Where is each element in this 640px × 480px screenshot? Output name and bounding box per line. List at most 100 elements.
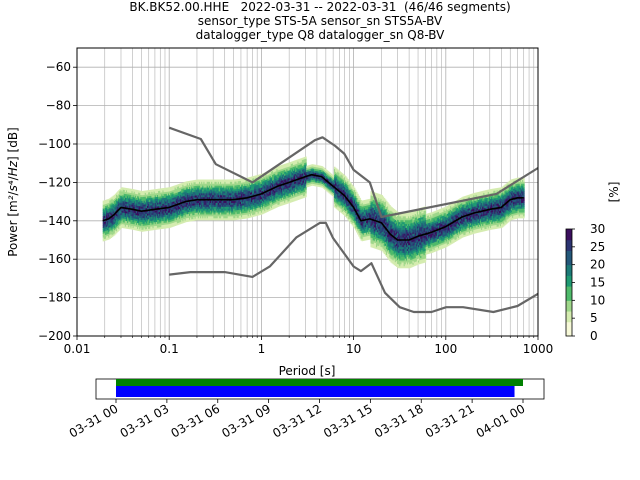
- density-cell: [189, 194, 191, 197]
- density-cell: [234, 196, 236, 200]
- density-cell: [165, 226, 168, 229]
- density-cell: [329, 174, 332, 177]
- density-cell: [136, 207, 139, 210]
- density-cell: [139, 192, 141, 195]
- density-cell: [333, 197, 336, 200]
- density-cell: [222, 202, 224, 205]
- density-cell: [357, 222, 359, 225]
- density-cell: [156, 221, 159, 224]
- density-cell: [289, 175, 292, 178]
- density-cell: [190, 207, 192, 210]
- density-cell: [171, 196, 173, 199]
- density-cell: [120, 226, 122, 229]
- density-cell: [244, 208, 246, 212]
- density-cell: [134, 191, 137, 194]
- density-cell: [311, 171, 314, 175]
- density-cell: [107, 220, 109, 223]
- density-cell: [139, 225, 141, 228]
- density-cell: [343, 201, 346, 205]
- density-cell: [203, 214, 205, 217]
- density-cell: [153, 200, 156, 204]
- density-cell: [247, 200, 250, 203]
- density-cell: [143, 200, 146, 203]
- density-cell: [146, 219, 149, 222]
- density-cell: [222, 216, 224, 219]
- density-cell: [268, 201, 271, 204]
- density-cell: [151, 199, 153, 202]
- density-cell: [299, 173, 302, 177]
- density-cell: [176, 196, 179, 199]
- density-cell: [295, 192, 297, 196]
- density-cell: [265, 193, 267, 196]
- density-cell: [346, 181, 348, 184]
- density-cell: [331, 189, 334, 193]
- density-cell: [337, 200, 339, 203]
- density-cell: [352, 195, 355, 199]
- density-cell: [161, 224, 163, 228]
- density-cell: [372, 207, 375, 210]
- density-cell: [140, 194, 142, 197]
- density-cell: [152, 193, 154, 196]
- density-cell: [187, 202, 190, 205]
- density-cell: [214, 181, 216, 184]
- density-cell: [133, 220, 136, 223]
- density-cell: [225, 181, 228, 184]
- density-cell: [106, 222, 108, 225]
- density-cell: [288, 191, 291, 194]
- density-cell: [159, 213, 161, 216]
- density-cell: [183, 191, 185, 195]
- density-cell: [238, 205, 241, 208]
- density-cell: [155, 225, 158, 228]
- density-cell: [152, 191, 154, 194]
- density-cell: [210, 192, 212, 196]
- density-cell: [191, 207, 193, 210]
- density-cell: [104, 205, 107, 208]
- density-cell: [228, 179, 231, 182]
- density-cell: [197, 191, 200, 194]
- density-cell: [210, 210, 212, 213]
- density-cell: [260, 200, 263, 204]
- density-cell: [329, 178, 332, 181]
- density-cell: [346, 194, 348, 198]
- density-cell: [136, 197, 139, 201]
- density-cell: [328, 187, 330, 190]
- density-cell: [191, 184, 193, 187]
- density-cell: [153, 193, 156, 196]
- density-cell: [163, 224, 166, 227]
- density-cell: [348, 191, 350, 195]
- density-cell: [353, 189, 356, 192]
- density-cell: [358, 232, 360, 235]
- density-cell: [239, 195, 242, 199]
- density-cell: [172, 214, 174, 218]
- density-cell: [174, 223, 177, 226]
- density-cell: [340, 199, 343, 202]
- density-cell: [241, 178, 243, 181]
- density-cell: [135, 205, 138, 208]
- density-cell: [203, 196, 205, 200]
- density-cell: [269, 204, 272, 207]
- density-cell: [206, 181, 209, 184]
- density-cell: [149, 220, 151, 223]
- density-cell: [131, 204, 133, 207]
- density-cell: [373, 211, 376, 214]
- density-cell: [333, 203, 336, 206]
- density-cell: [223, 194, 225, 198]
- density-cell: [186, 204, 189, 207]
- density-cell: [193, 203, 195, 206]
- density-cell: [247, 187, 250, 190]
- density-cell: [350, 190, 353, 194]
- density-cell: [228, 183, 231, 186]
- density-cell: [140, 227, 142, 230]
- density-cell: [298, 189, 301, 192]
- density-cell: [319, 167, 322, 170]
- density-cell: [123, 197, 126, 200]
- density-cell: [214, 200, 216, 203]
- density-cell: [345, 204, 347, 208]
- density-cell: [208, 208, 211, 211]
- density-cell: [214, 183, 216, 186]
- density-cell: [360, 217, 362, 220]
- density-cell: [341, 178, 344, 182]
- density-cell: [123, 204, 126, 208]
- density-cell: [185, 217, 188, 221]
- density-cell: [149, 214, 151, 218]
